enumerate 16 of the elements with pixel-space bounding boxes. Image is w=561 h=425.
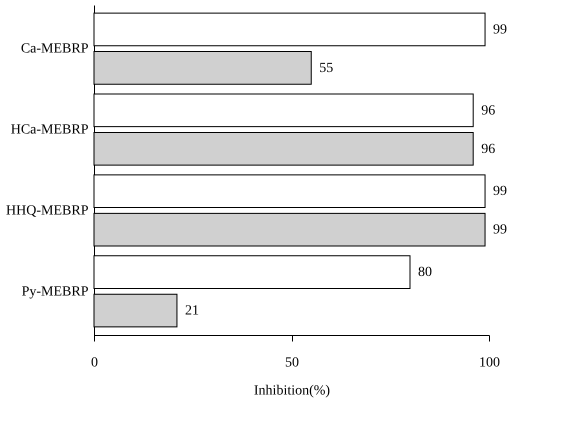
data-label: 99 (493, 222, 508, 238)
data-label: 99 (493, 184, 508, 200)
data-label: 21 (184, 304, 199, 319)
data-label: 80 (418, 265, 432, 280)
data-label: 99 (493, 22, 508, 38)
y-tick-label: Ca-MEBRP (20, 42, 89, 57)
y-tick-label: HCa-MEBRP (10, 122, 89, 138)
y-tick-label: HHQ-MEBRP (6, 203, 89, 218)
data-label: 55 (319, 60, 334, 76)
data-label: 96 (481, 103, 496, 118)
x-tick-label: 50 (285, 356, 299, 370)
x-axis-title: Inhibition(%) (254, 384, 330, 398)
y-tick-label: Py-MEBRP (22, 284, 89, 300)
x-tick-label: 0 (91, 356, 98, 370)
data-label: 96 (481, 142, 496, 157)
x-tick-label: 100 (479, 356, 500, 370)
